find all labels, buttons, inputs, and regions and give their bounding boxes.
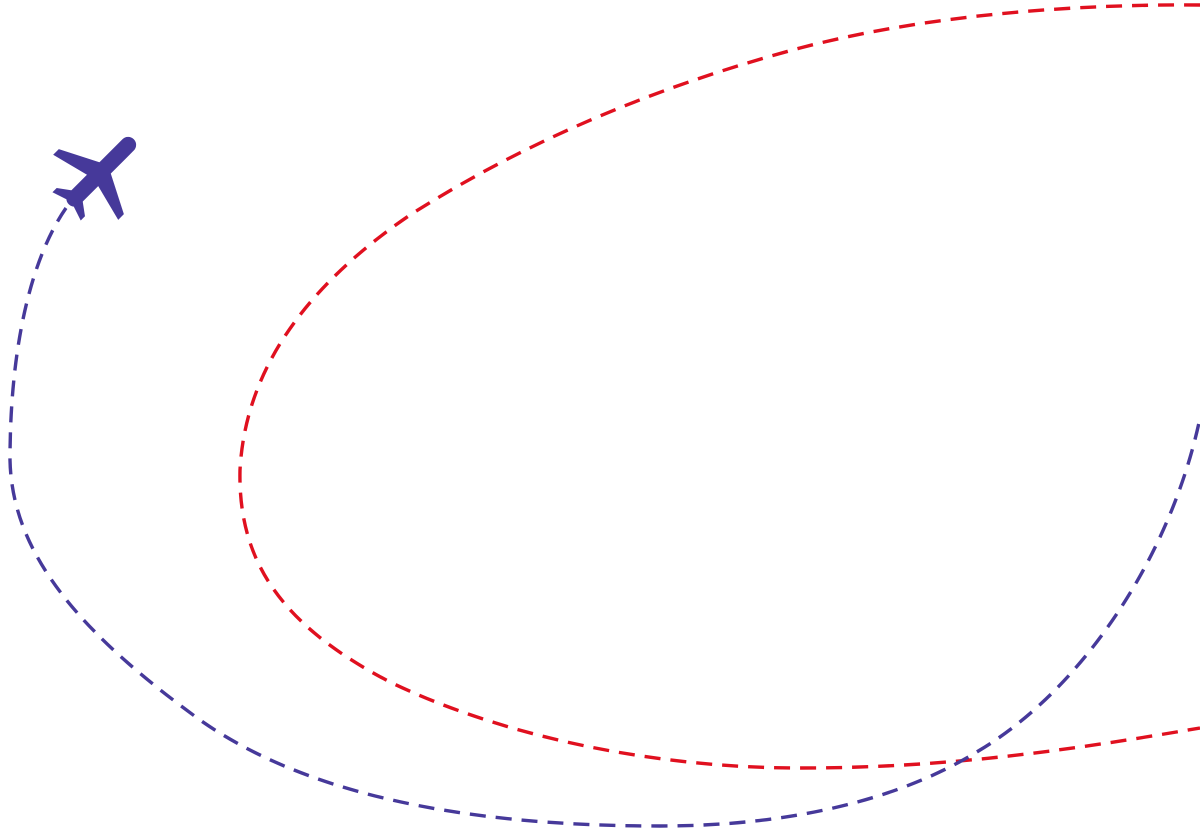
red-dashed-route xyxy=(238,3,1200,770)
airplane-icon xyxy=(52,136,137,221)
blue-dashed-route xyxy=(8,207,1200,828)
